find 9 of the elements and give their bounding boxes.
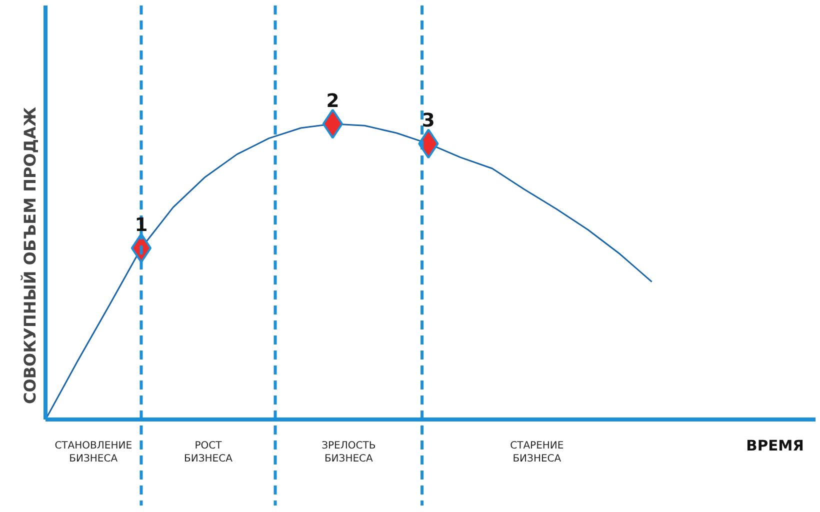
annotation: 3	[422, 110, 435, 132]
text: ЗРЕЛОСТЬ БИЗНЕСА	[322, 440, 376, 465]
annotation: 2	[326, 90, 340, 112]
text: ВРЕМЯ	[746, 437, 804, 454]
text: РОСТ БИЗНЕСА	[184, 440, 233, 465]
text: СТАРЕНИЕ БИЗНЕСА	[510, 440, 564, 465]
y-axis-title: СОВОКУПНЫЙ ОБЪЕМ ПРОДАЖ	[20, 106, 40, 404]
text: СТАНОВЛЕНИЕ БИЗНЕСА	[54, 440, 132, 465]
annotation: 1	[134, 215, 148, 236]
